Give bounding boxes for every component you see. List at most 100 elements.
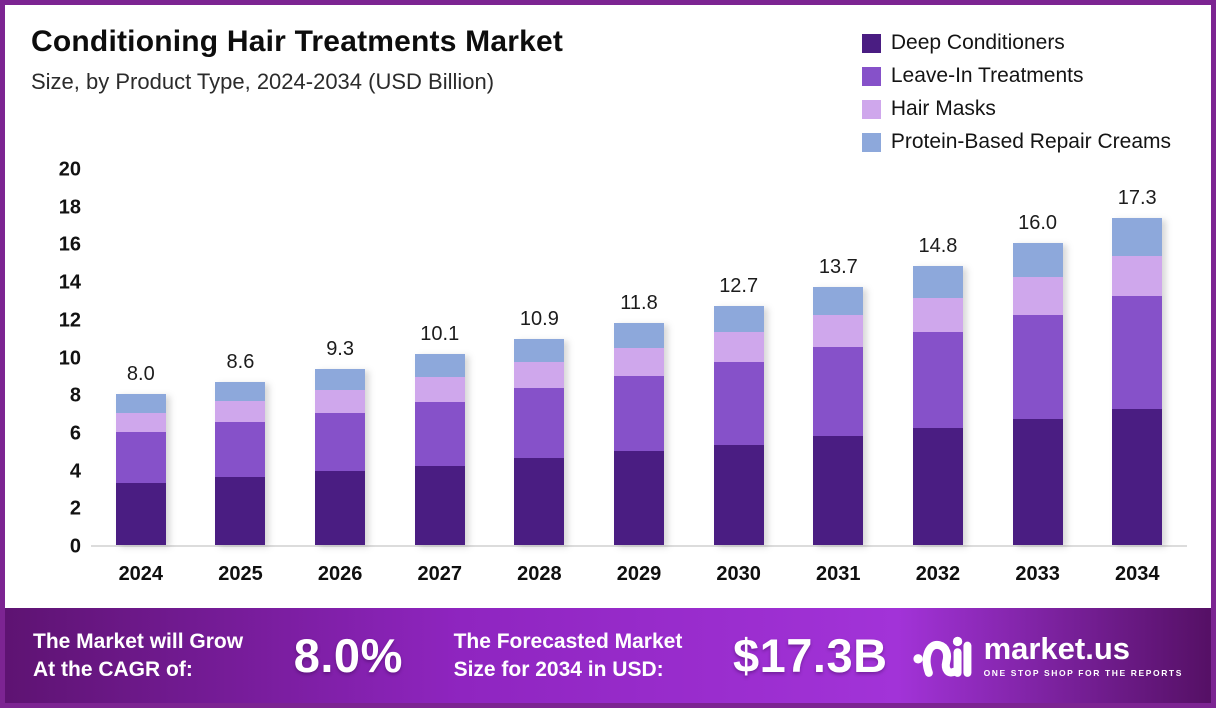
bar-total-label: 10.1 <box>420 323 460 345</box>
bar-total-label: 11.8 <box>620 292 658 314</box>
page-title: Conditioning Hair Treatments Market <box>31 25 564 58</box>
cagr-label: The Market will Grow At the CAGR of: <box>33 628 243 683</box>
bar-slot-2033: 16.0 <box>988 170 1088 545</box>
cagr-label-line2: At the CAGR of: <box>33 657 193 681</box>
stacked-bar-2029 <box>614 323 665 545</box>
bar-segment <box>115 413 166 432</box>
forecast-value: $17.3B <box>733 629 888 682</box>
footer-banner: The Market will Grow At the CAGR of: 8.0… <box>5 608 1211 703</box>
bar-total-label: 10.9 <box>519 308 559 330</box>
stacked-bar-2031 <box>813 287 864 545</box>
bar-segment <box>713 306 764 332</box>
bar-segment <box>912 428 963 545</box>
bar-segment <box>1112 256 1163 296</box>
y-tick-label: 8 <box>69 384 81 407</box>
bar-segment <box>215 382 266 401</box>
bar-segment <box>215 422 266 477</box>
bar-slot-2034: 17.3 <box>1087 170 1187 545</box>
bar-segment <box>315 390 366 413</box>
x-tick-label-2029: 2029 <box>616 563 662 585</box>
bar-segment <box>813 436 864 545</box>
cagr-value: 8.0% <box>293 629 403 682</box>
bar-segment <box>514 339 565 362</box>
cagr-label-line1: The Market will Grow <box>33 630 244 654</box>
legend-swatch-icon <box>861 99 881 119</box>
stacked-bar-chart: 0 2 4 6 8 10 12 14 16 18 20 8.0 8.6 9.3 10.1 10.9 11.8 1… <box>39 159 1187 586</box>
stacked-bar-2033 <box>1012 243 1063 545</box>
y-tick-label: 10 <box>58 347 81 369</box>
bar-segment <box>614 323 665 348</box>
bar-total-label: 9.3 <box>326 338 354 360</box>
y-tick-label: 18 <box>58 196 81 219</box>
bar-segment <box>115 483 166 545</box>
x-tick-label-2024: 2024 <box>118 563 164 585</box>
x-tick-label-2032: 2032 <box>915 563 961 585</box>
bar-slot-2031: 13.7 <box>788 170 888 545</box>
brand-text: market.us ONE STOP SHOP FOR THE REPORTS <box>984 633 1183 678</box>
stacked-bar-2030 <box>713 306 764 545</box>
stacked-bar-2032 <box>912 266 963 545</box>
bar-slot-2030: 12.7 <box>689 170 789 545</box>
stacked-bar-2025 <box>215 382 266 545</box>
bar-segment <box>813 347 864 436</box>
legend-item-1: Deep Conditioners <box>861 31 1171 55</box>
stacked-bar-2024 <box>115 394 166 545</box>
bar-segment <box>514 458 565 545</box>
bar-slot-2032: 14.8 <box>888 170 988 545</box>
bar-segment <box>713 445 764 545</box>
bar-total-label: 8.6 <box>226 351 255 373</box>
y-tick-label: 6 <box>69 422 81 445</box>
brand-name: market.us <box>983 631 1131 666</box>
bar-slot-2026: 9.3 <box>290 170 390 545</box>
bar-segment <box>912 298 963 332</box>
bar-total-label: 17.3 <box>1117 187 1157 209</box>
bar-segment <box>215 401 266 422</box>
bar-segment <box>215 477 266 545</box>
bar-segment <box>1112 409 1163 545</box>
bar-total-label: 8.0 <box>126 363 155 385</box>
legend-swatch-icon <box>861 132 881 152</box>
bar-total-label: 16.0 <box>1018 212 1058 234</box>
legend-item-3: Hair Masks <box>861 97 1171 121</box>
bar-segment <box>912 266 963 298</box>
bar-segment <box>813 315 864 347</box>
x-tick-label-2025: 2025 <box>218 563 263 585</box>
stacked-bar-2028 <box>514 339 565 545</box>
page-subtitle: Size, by Product Type, 2024-2034 (USD Bi… <box>31 69 495 94</box>
forecast-label-line1: The Forecasted Market <box>453 630 683 654</box>
y-tick-label: 4 <box>69 460 81 483</box>
bar-segment <box>315 471 366 545</box>
stacked-bar-2034 <box>1112 218 1163 545</box>
legend-label: Leave-In Treatments <box>890 64 1084 87</box>
bar-slot-2024: 8.0 <box>91 170 191 545</box>
bar-segment <box>614 451 665 545</box>
legend-swatch-icon <box>861 66 881 86</box>
bar-segment <box>414 377 465 402</box>
bar-segment <box>315 369 366 390</box>
bar-segment <box>1112 296 1163 409</box>
legend-label: Protein-Based Repair Creams <box>890 130 1171 153</box>
bar-segment <box>713 332 764 362</box>
x-tick-label-2031: 2031 <box>816 563 861 585</box>
x-tick-label-2030: 2030 <box>716 563 761 585</box>
bar-segment <box>1012 243 1063 277</box>
chart-header: Conditioning Hair Treatments Market Size… <box>31 25 563 95</box>
bar-total-label: 13.7 <box>818 256 858 278</box>
x-axis: 2024 2025 2026 2027 2028 2029 2030 2031 2032 2033… <box>91 563 1187 586</box>
bar-slot-2027: 10.1 <box>390 170 490 545</box>
bar-segment <box>813 287 864 315</box>
bar-segment <box>1012 315 1063 419</box>
forecast-label: The Forecasted Market Size for 2034 in U… <box>454 628 683 683</box>
bar-segment <box>315 413 366 471</box>
legend-swatch-icon <box>861 33 881 53</box>
bar-segment <box>614 376 665 451</box>
stacked-bar-2026 <box>315 369 366 545</box>
bar-total-label: 12.7 <box>719 275 759 297</box>
bar-segment <box>115 394 166 413</box>
bar-segment <box>713 362 764 445</box>
bar-slot-2029: 11.8 <box>589 170 689 545</box>
market-us-logo-icon <box>912 636 971 677</box>
bar-segment <box>912 332 963 428</box>
legend-item-4: Protein-Based Repair Creams <box>861 130 1171 154</box>
